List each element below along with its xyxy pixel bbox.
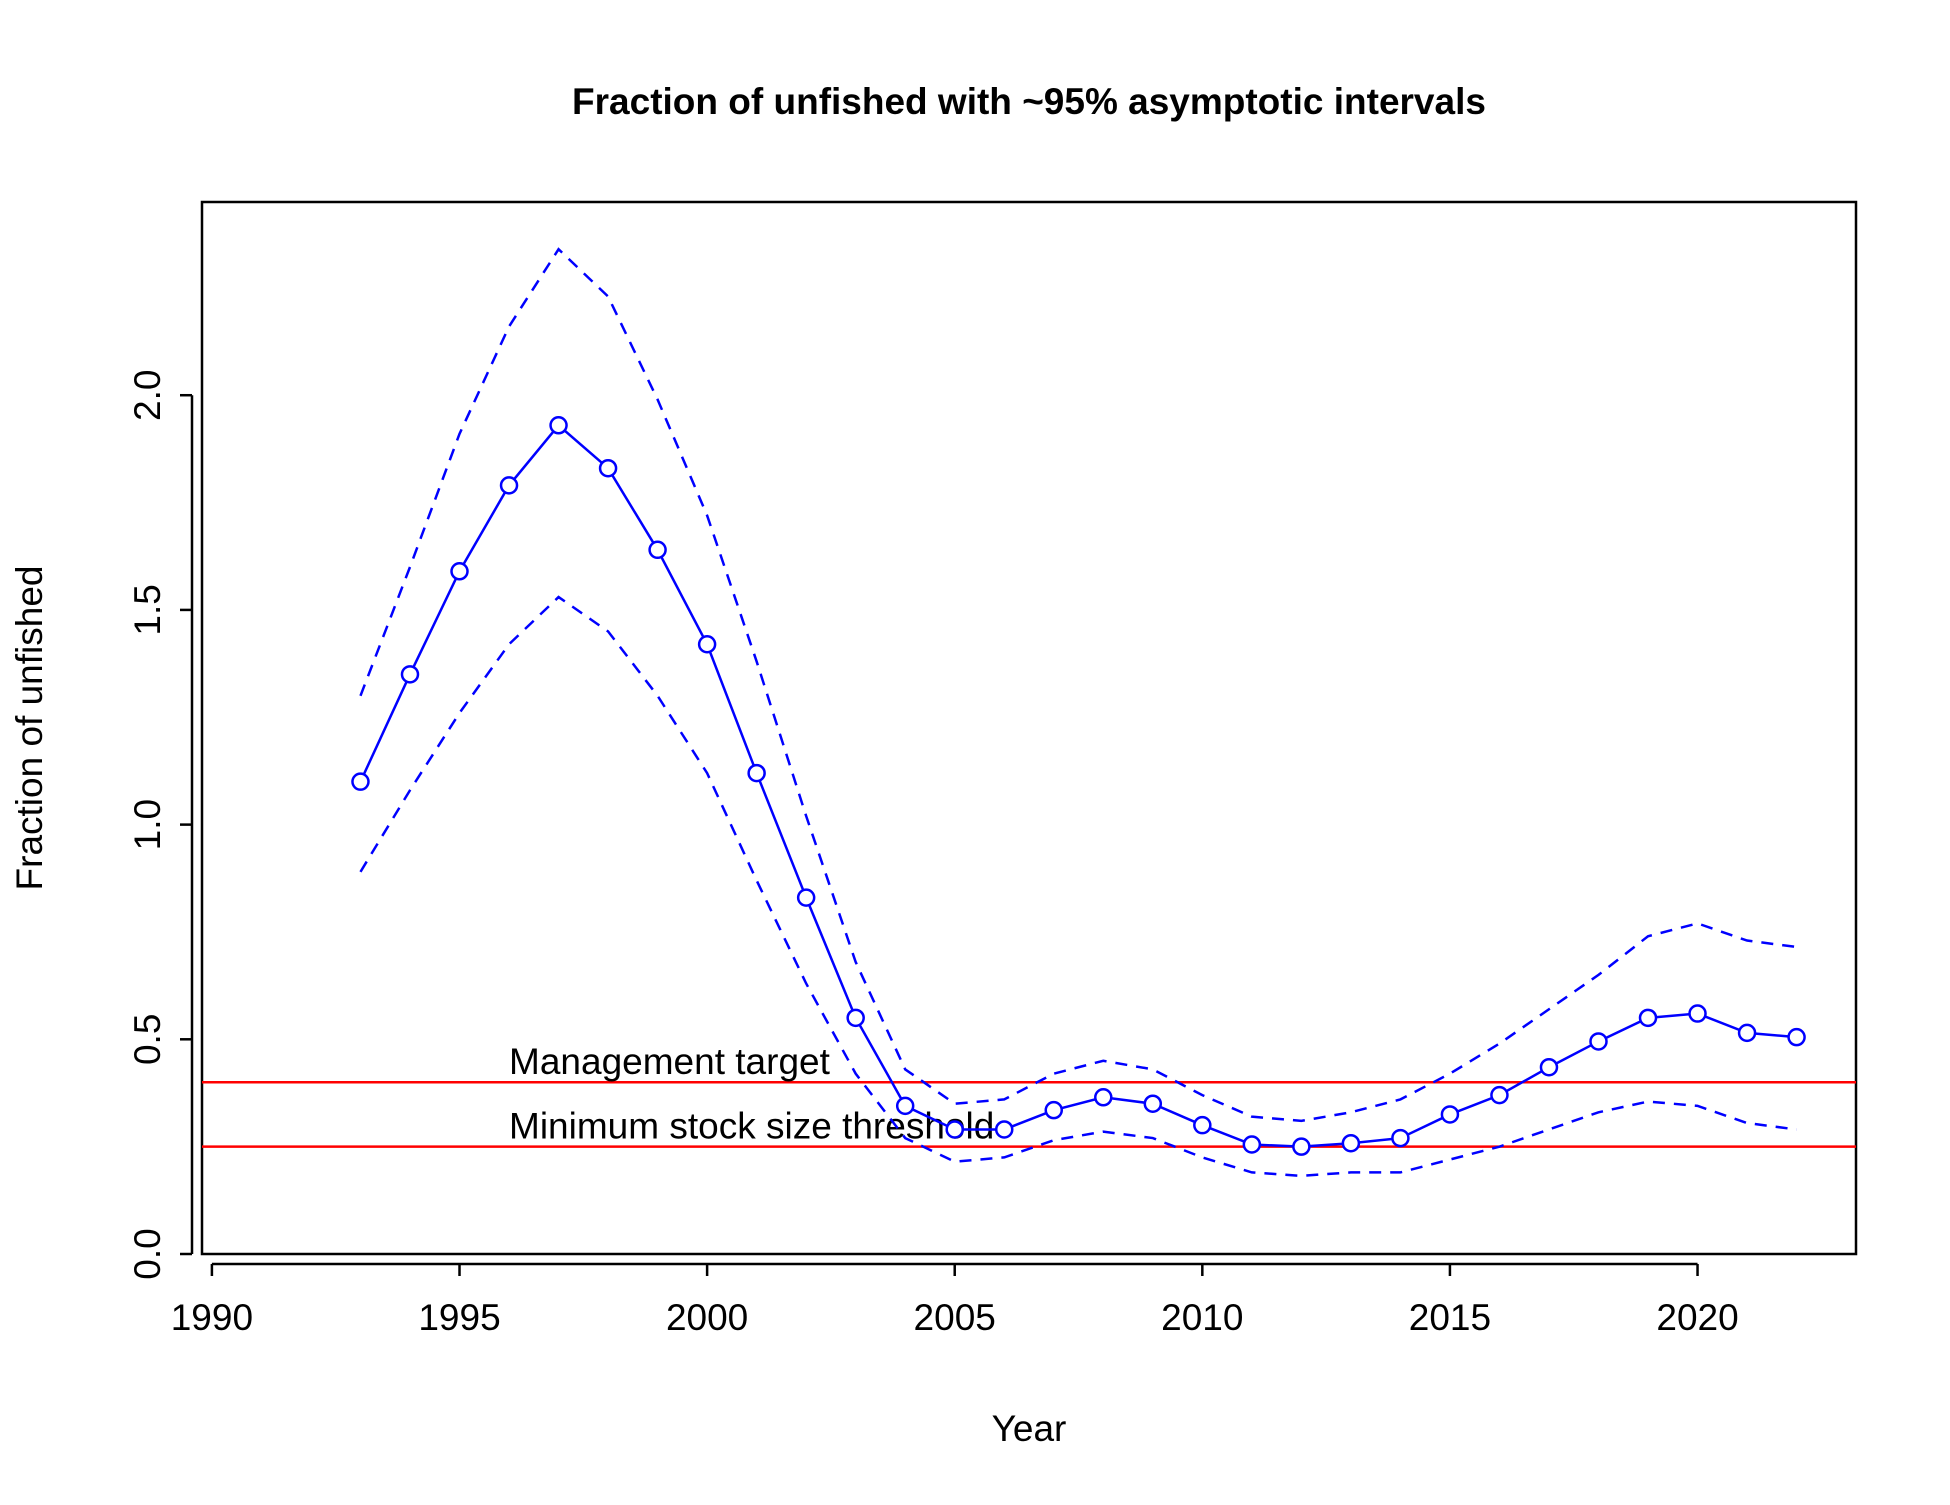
y-tick-label: 2.0 xyxy=(127,370,168,421)
data-point xyxy=(1044,1100,1064,1120)
data-point xyxy=(1490,1085,1509,1105)
x-tick-label: 2015 xyxy=(1409,1297,1491,1338)
plot-frame xyxy=(200,200,1858,1256)
data-point xyxy=(747,763,766,783)
data-point xyxy=(1787,1027,1806,1047)
data-point xyxy=(895,1096,915,1116)
x-tick-label: 2020 xyxy=(1656,1297,1738,1338)
reference-line-label: Management target xyxy=(509,1041,831,1082)
data-point xyxy=(1193,1115,1212,1135)
reference-lines: Management target Minimum stock size thre… xyxy=(202,1041,1856,1148)
upper-interval-line xyxy=(359,247,1797,1123)
data-point xyxy=(1440,1105,1460,1124)
data-point xyxy=(994,1120,1014,1139)
x-tick-label: 1995 xyxy=(418,1297,500,1338)
data-point xyxy=(1688,1004,1707,1023)
estimate-line xyxy=(359,423,1797,1148)
data-point xyxy=(1341,1133,1361,1153)
y-axis: 0.0 0.5 1.0 1.5 2.0 xyxy=(127,370,194,1280)
data-point xyxy=(796,888,816,907)
y-axis-label: Fraction of unfished xyxy=(9,566,50,891)
data-point xyxy=(1638,1008,1658,1028)
data-point xyxy=(945,1120,964,1139)
lower-interval-line xyxy=(359,595,1797,1178)
data-point xyxy=(846,1008,865,1028)
y-tick-label: 0.0 xyxy=(127,1228,168,1279)
data-point xyxy=(1143,1094,1163,1113)
y-tick-label: 1.0 xyxy=(127,799,168,850)
data-point xyxy=(648,540,667,560)
x-tick-label: 1990 xyxy=(171,1297,253,1338)
reference-line-label: Minimum stock size threshold xyxy=(509,1106,994,1147)
x-tick-label: 2000 xyxy=(666,1297,748,1338)
chart-title: Fraction of unfished with ~95% asymptoti… xyxy=(572,81,1486,122)
y-tick-label: 0.5 xyxy=(127,1014,168,1065)
data-point xyxy=(400,665,420,684)
data-point xyxy=(1391,1128,1410,1148)
data-point xyxy=(1589,1032,1608,1051)
data-point xyxy=(697,635,717,654)
data-point xyxy=(1539,1057,1559,1077)
data-point xyxy=(450,562,469,581)
series-layer xyxy=(351,247,1806,1178)
data-point xyxy=(1242,1135,1262,1154)
data-point xyxy=(1292,1137,1311,1156)
data-point xyxy=(499,476,519,495)
data-point xyxy=(598,458,618,478)
data-point xyxy=(1737,1023,1757,1043)
x-tick-label: 2010 xyxy=(1161,1297,1243,1338)
y-tick-label: 1.5 xyxy=(127,584,168,635)
x-axis: 1990 1995 2000 2005 2010 2015 2020 xyxy=(171,1262,1739,1338)
data-point xyxy=(549,416,568,435)
data-point xyxy=(1094,1088,1113,1107)
x-axis-label: Year xyxy=(992,1408,1067,1449)
data-point xyxy=(351,772,370,791)
x-tick-label: 2005 xyxy=(914,1297,996,1338)
